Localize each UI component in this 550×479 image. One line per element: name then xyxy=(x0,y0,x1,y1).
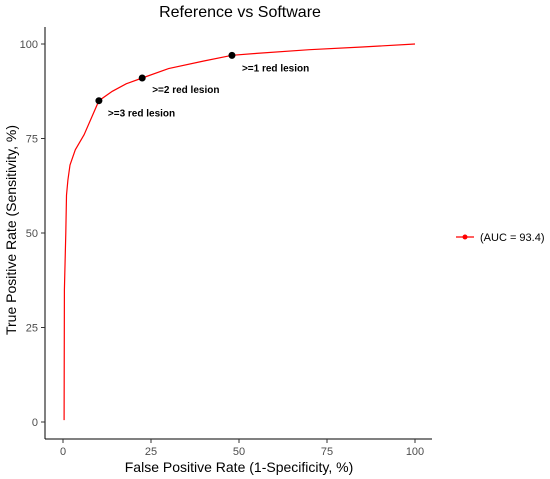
legend-point-swatch xyxy=(462,234,468,240)
y-tick-label: 50 xyxy=(26,228,38,240)
threshold-label: >=1 red lesion xyxy=(242,63,309,74)
y-tick-label: 0 xyxy=(32,417,38,429)
threshold-point xyxy=(228,51,236,59)
y-tick-label: 75 xyxy=(26,134,38,146)
x-axis: 0 25 50 75 100 xyxy=(45,438,432,458)
x-tick-label: 50 xyxy=(233,446,245,458)
chart-title: Reference vs Software xyxy=(159,4,321,21)
y-axis: 0 25 50 75 100 xyxy=(20,27,46,439)
roc-curve-line xyxy=(63,43,416,421)
y-tick-label: 25 xyxy=(26,323,38,335)
threshold-label: >=3 red lesion xyxy=(108,109,175,120)
y-tick-label: 100 xyxy=(20,39,38,51)
y-axis-label: True Positive Rate (Sensitivity, %) xyxy=(3,125,19,335)
threshold-label: >=2 red lesion xyxy=(152,85,219,96)
x-tick-label: 100 xyxy=(406,446,424,458)
threshold-point xyxy=(138,74,146,82)
x-tick-label: 75 xyxy=(321,446,333,458)
threshold-point xyxy=(95,97,103,105)
legend: (AUC = 93.4) xyxy=(456,232,545,244)
plot-area: >=3 red lesion >=2 red lesion >=1 red lesi… xyxy=(63,43,416,421)
x-tick-label: 25 xyxy=(145,446,157,458)
x-axis-label: False Positive Rate (1-Specificity, %) xyxy=(125,459,353,475)
x-tick-label: 0 xyxy=(60,446,66,458)
legend-entry-label: (AUC = 93.4) xyxy=(480,232,545,244)
